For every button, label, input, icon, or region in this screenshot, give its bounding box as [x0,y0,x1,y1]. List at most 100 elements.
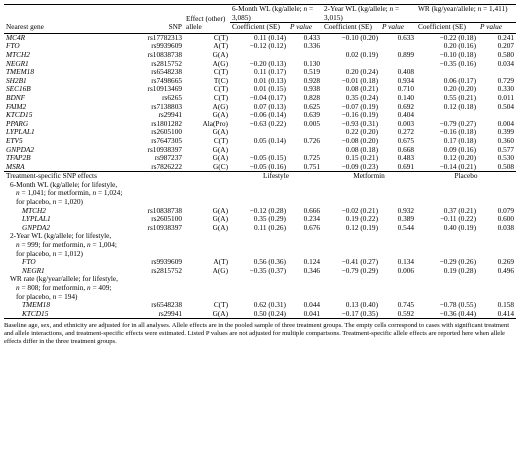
header-snp: SNP [126,3,184,32]
pvalue-cell: 0.828 [303,92,321,102]
section-label-row: n = 1,041; for metformin, n = 1,024; [4,189,516,198]
treatment-header-row: Treatment-specific SNP effects Lifestyle M… [4,171,517,181]
pvalue-cell: 0.272 [397,127,415,137]
coef-cell: 0.11 (0.17) [254,67,286,77]
pvalue-cell: 0.751 [303,161,321,171]
gene-cell: KTCD15 [6,110,33,120]
coef-cell: 0.09 (0.16) [443,144,477,154]
snp-cell: rs10938397 [147,144,182,154]
allele-cell: G(A) [212,144,228,154]
snp-cell: rs17782313 [147,32,182,42]
gene-cell: TMEM18 [6,67,34,77]
header-effect-allele: Effect (other) allele [184,3,230,32]
table-row: TMEM18 rs6548238 C(T) 0.11 (0.17) 0.519 0.20 … [4,68,516,77]
pvalue-cell: 0.006 [397,265,415,275]
gene-cell: MTCH2 [22,205,46,215]
pvalue-cell: 0.691 [397,161,415,171]
snp-cell: rs6548238 [151,300,182,310]
snp-cell: rs29941 [126,309,184,320]
snp-cell: rs987237 [154,153,182,163]
snp-cell: rs2815752 [151,58,182,68]
coef-cell: 0.50 (0.24) [230,309,288,320]
allele-cell: G(A) [212,49,228,59]
coef-cell: −0.02 (0.21) [341,205,379,215]
table-row: NEGR1 rs2815752 A(G) −0.20 (0.13) 0.130 −0.35… [4,58,516,69]
gene-cell: LYPLAL1 [22,214,51,224]
coef-cell: 0.19 (0.22) [345,214,379,224]
coef-cell: 0.20 (0.16) [443,41,477,51]
section-label: n = 808; for metformin, n = 409; [16,283,112,292]
section-label-row: for placebo, n = 1,012) [4,248,516,259]
gene-cell: TFAP2B [6,153,31,163]
section-label-row: for placebo, n = 1,020) [4,197,516,207]
section-label-row: 6-Month WL (kg/allele; for lifestyle, [4,180,516,190]
coef-cell: −0.79 (0.29) [341,265,379,275]
coef-cell: 0.56 (0.36) [253,257,286,267]
allele-cell: G(A) [212,153,228,163]
pvalue-cell: 0.710 [397,84,415,94]
coef-cell: −0.16 (0.18) [439,127,477,137]
table-row: GNPDA2 rs10938397 G(A) 0.08 (0.18) 0.668 0.09… [4,144,516,155]
gene-cell: FTO [22,257,36,267]
allele-cell: A(G) [212,101,228,111]
allele-cell: A(G) [212,265,228,275]
gene-cell: KTCD15 [4,309,126,320]
pvalue-cell: 0.399 [497,127,515,137]
coef-cell: −0.10 (0.20) [341,32,379,42]
snp-cell: rs9939609 [151,41,182,51]
table-row: FTO rs9939609 A(T) 0.56 (0.36) 0.124 −0.41 (0… [4,258,516,267]
section-label: for placebo, n = 1,020) [16,197,83,207]
header-group-6month: 6-Month WL (kg/allele; n = 3,085) [230,3,323,24]
pvalue-cell: 0.414 [478,309,517,320]
coef-cell: −0.11 (0.22) [439,214,477,224]
gene-cell: NEGR1 [6,58,29,68]
coef-cell: −0.93 (0.31) [341,118,379,128]
snp-cell: rs1801282 [151,118,182,128]
coef-cell: 0.13 (0.40) [345,300,379,310]
pvalue-cell: 0.530 [497,153,515,163]
treatment-col-lifestyle: Lifestyle [263,171,289,181]
pvalue-cell: 0.668 [397,144,415,154]
coef-cell: 0.01 (0.13) [253,75,286,85]
pvalue-cell: 0.625 [303,101,321,111]
pvalue-cell: 0.725 [303,153,321,163]
pvalue-cell: 0.519 [303,67,321,77]
table-row: MTCH2 rs10838738 G(A) −0.12 (0.28) 0.666 −0.0… [4,205,516,216]
results-table: Nearest gene SNP Effect (other) allele 6… [4,3,517,320]
treatment-col-placebo: Placebo [454,171,478,181]
treatment-rows: Treatment-specific SNP effects Lifestyle M… [4,171,517,320]
section-label: for placebo, n = 1,012) [16,248,83,258]
allele-cell: A(T) [213,41,228,51]
coef-cell: 0.62 (0.31) [253,300,286,310]
header-p-3: P value [480,22,502,32]
pvalue-cell: 0.269 [497,257,515,267]
table-row: BDNF rs6265 C(T) −0.04 (0.17) 0.828 0.35 (0.2… [4,92,516,103]
table-row: PPARG rs1801282 Ala(Pro) −0.63 (0.22) 0.005 −… [4,118,516,129]
coef-cell: 0.02 (0.19) [345,49,379,59]
table-footnote: Baseline age, sex, and ethnicity are adj… [4,322,510,346]
allele-cell: T(C) [213,75,228,85]
allele-cell: C(T) [213,135,228,145]
coef-cell: 0.12 (0.18) [443,101,477,111]
pvalue-cell: 0.330 [497,84,515,94]
header-coef-2: Coefficient (SE) [324,22,372,32]
allele-cell: G(A) [212,110,228,120]
coef-cell: −0.63 (0.22) [249,118,286,128]
coef-cell: 0.35 (0.24) [345,92,379,102]
allele-cell: A(G) [212,58,228,68]
header-coef-3: Coefficient (SE) [418,22,466,32]
coef-cell: −0.29 (0.26) [439,257,477,267]
main-rows: MC4R rs17782313 C(T) 0.11 (0.14) 0.433 −0.10 … [4,33,516,172]
coef-cell: −0.09 (0.23) [341,161,379,171]
coef-cell: 0.15 (0.21) [345,153,379,163]
pvalue-cell: 0.041 [288,309,323,320]
coef-cell: −0.12 (0.12) [249,41,286,51]
section-label-row: for placebo, n = 194) [4,292,516,302]
pvalue-cell: 0.675 [397,135,415,145]
allele-cell: G(A) [184,309,230,320]
pvalue-cell: 0.928 [303,75,321,85]
coef-cell: −0.16 (0.19) [341,110,379,120]
coef-cell: −0.41 (0.27) [341,257,379,267]
coef-cell: 0.20 (0.20) [443,84,477,94]
pvalue-cell: 0.004 [497,118,515,128]
